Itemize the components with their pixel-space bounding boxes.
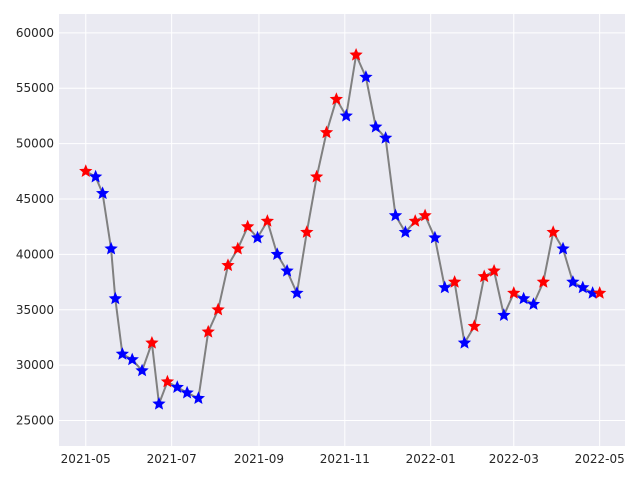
up-star-marker — [221, 258, 235, 272]
up-star-marker — [160, 374, 175, 388]
up-star-marker — [231, 241, 245, 255]
plot-background — [59, 14, 625, 446]
up-star-marker — [349, 48, 363, 61]
y-tick-label: 40000 — [16, 247, 54, 261]
down-star-marker — [152, 396, 166, 410]
up-star-marker — [300, 225, 314, 238]
y-tick-label: 45000 — [16, 192, 54, 206]
down-star-marker — [566, 275, 580, 288]
x-tick-label: 2021-09 — [234, 452, 284, 466]
down-star-marker — [438, 280, 452, 294]
x-tick-label: 2021-07 — [147, 452, 197, 466]
y-tick-label: 30000 — [16, 358, 54, 372]
up-star-marker — [260, 214, 274, 227]
down-star-marker — [170, 380, 184, 393]
x-tick-label: 2021-05 — [61, 452, 111, 466]
up-star-marker — [448, 275, 462, 288]
y-tick-label: 50000 — [16, 137, 54, 151]
down-star-marker — [125, 352, 139, 366]
down-star-marker — [517, 291, 531, 305]
up-star-marker — [477, 269, 491, 283]
down-star-marker — [108, 291, 122, 305]
down-star-marker — [180, 385, 194, 399]
x-tick-label: 2022-03 — [489, 452, 539, 466]
down-star-marker — [586, 286, 600, 299]
down-star-marker — [280, 264, 294, 277]
down-star-marker — [270, 247, 284, 260]
up-star-marker — [546, 225, 560, 238]
up-star-marker — [487, 264, 501, 277]
down-star-marker — [250, 230, 265, 244]
x-tick-label: 2021-11 — [320, 452, 370, 466]
up-star-marker — [310, 169, 324, 183]
down-star-marker — [135, 363, 149, 377]
up-star-marker — [467, 319, 481, 332]
down-star-marker — [369, 120, 383, 133]
up-star-marker — [79, 164, 93, 177]
down-star-marker — [457, 336, 472, 349]
down-star-marker — [290, 286, 304, 299]
down-star-marker — [497, 308, 511, 321]
up-star-marker — [418, 208, 432, 222]
up-star-marker — [211, 302, 225, 316]
y-tick-label: 25000 — [16, 414, 54, 428]
up-star-marker — [593, 286, 607, 299]
y-tick-label: 60000 — [16, 26, 54, 40]
axis-labels: 25000 30000 35000 40000 45000 50000 55000 60000… — [16, 26, 625, 466]
down-star-marker — [96, 186, 110, 200]
down-star-marker — [576, 280, 590, 294]
down-star-marker — [88, 169, 103, 183]
down-star-marker — [388, 208, 403, 222]
y-tick-label: 55000 — [16, 81, 54, 95]
down-star-marker — [104, 241, 118, 255]
down-star-marker — [379, 131, 393, 144]
down-star-marker — [398, 225, 412, 238]
y-tick-label: 35000 — [16, 303, 54, 317]
up-star-marker — [241, 219, 255, 233]
down-star-marker — [428, 230, 442, 244]
x-tick-label: 2022-01 — [406, 452, 456, 466]
down-star-marker — [191, 391, 205, 404]
down-star-marker — [526, 297, 541, 310]
up-star-marker — [507, 286, 521, 299]
up-star-marker — [145, 336, 159, 349]
down-star-marker — [556, 241, 570, 255]
up-star-marker — [319, 125, 334, 139]
up-star-marker — [536, 275, 550, 288]
up-star-marker — [329, 92, 343, 105]
down-star-marker — [339, 108, 353, 122]
down-star-marker — [359, 70, 373, 83]
up-star-marker — [201, 324, 215, 338]
up-star-marker — [408, 214, 422, 227]
x-tick-label: 2022-05 — [575, 452, 625, 466]
down-star-marker — [115, 347, 129, 360]
markers — [79, 48, 607, 410]
